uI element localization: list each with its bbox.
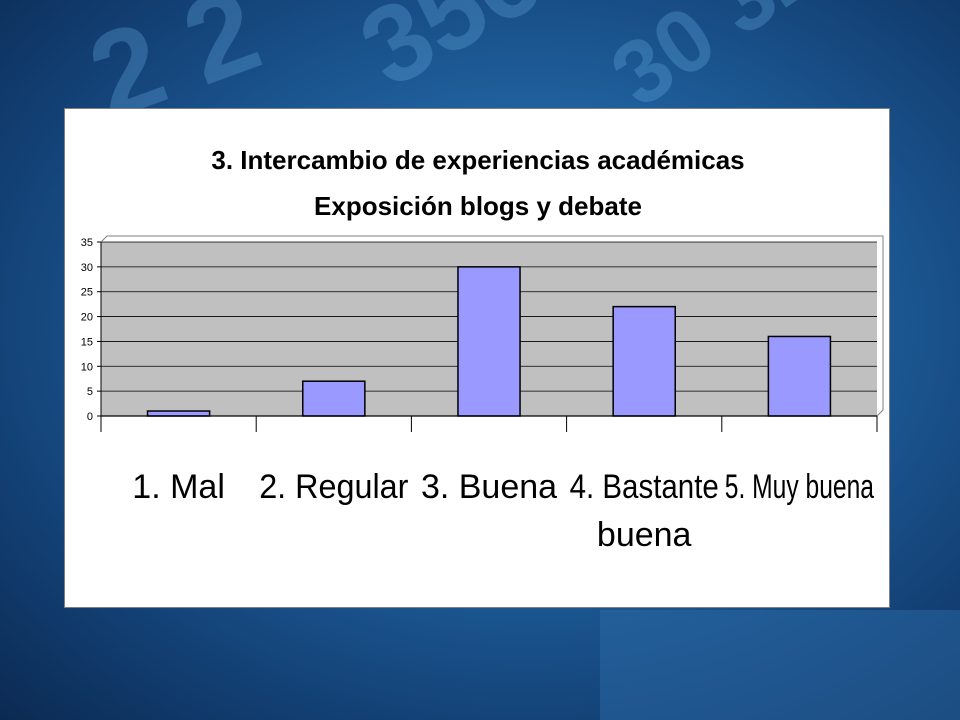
x-axis-category-labels: 1. Mal 2. Regular 3. Buena 4. Bastante buena…	[132, 468, 874, 554]
chart-title: 3. Intercambio de experiencias académica…	[211, 145, 744, 221]
bar-chart: 3. Intercambio de experiencias académica…	[81, 145, 884, 554]
chart-title-line: Exposición blogs y debate	[314, 191, 642, 221]
y-tick-label: 35	[81, 237, 93, 249]
y-tick-label: 25	[81, 287, 93, 299]
svg-text:356: 356	[341, 0, 561, 111]
x-category-label: 1. Mal	[132, 468, 225, 506]
bar	[302, 380, 366, 417]
bar	[146, 410, 211, 417]
x-category-label: 5. Muy buena	[725, 468, 874, 506]
x-category-label: 2. Regular	[259, 468, 408, 506]
chart-panel: 3. Intercambio de experiencias académica…	[64, 108, 890, 608]
y-axis-tick-labels: 0 5 10 15 20 25 30 35	[81, 237, 93, 423]
x-category-label: 4. Bastante	[570, 468, 719, 506]
x-category-label: buena	[597, 516, 692, 554]
bars	[146, 266, 832, 417]
y-tick-label: 10	[81, 361, 93, 373]
y-tick-label: 20	[81, 312, 93, 324]
y-tick-label: 5	[87, 386, 93, 398]
bar	[612, 305, 676, 417]
y-tick-label: 30	[81, 262, 93, 274]
x-category-label: 3. Buena	[421, 468, 557, 506]
axes	[97, 235, 884, 432]
y-tick-label: 15	[81, 336, 93, 348]
chart-title-line: 3. Intercambio de experiencias académica…	[211, 145, 744, 175]
y-tick-label: 0	[87, 411, 93, 423]
plot-depth-edge	[100, 235, 884, 417]
bar	[767, 335, 832, 417]
bar	[457, 266, 521, 417]
